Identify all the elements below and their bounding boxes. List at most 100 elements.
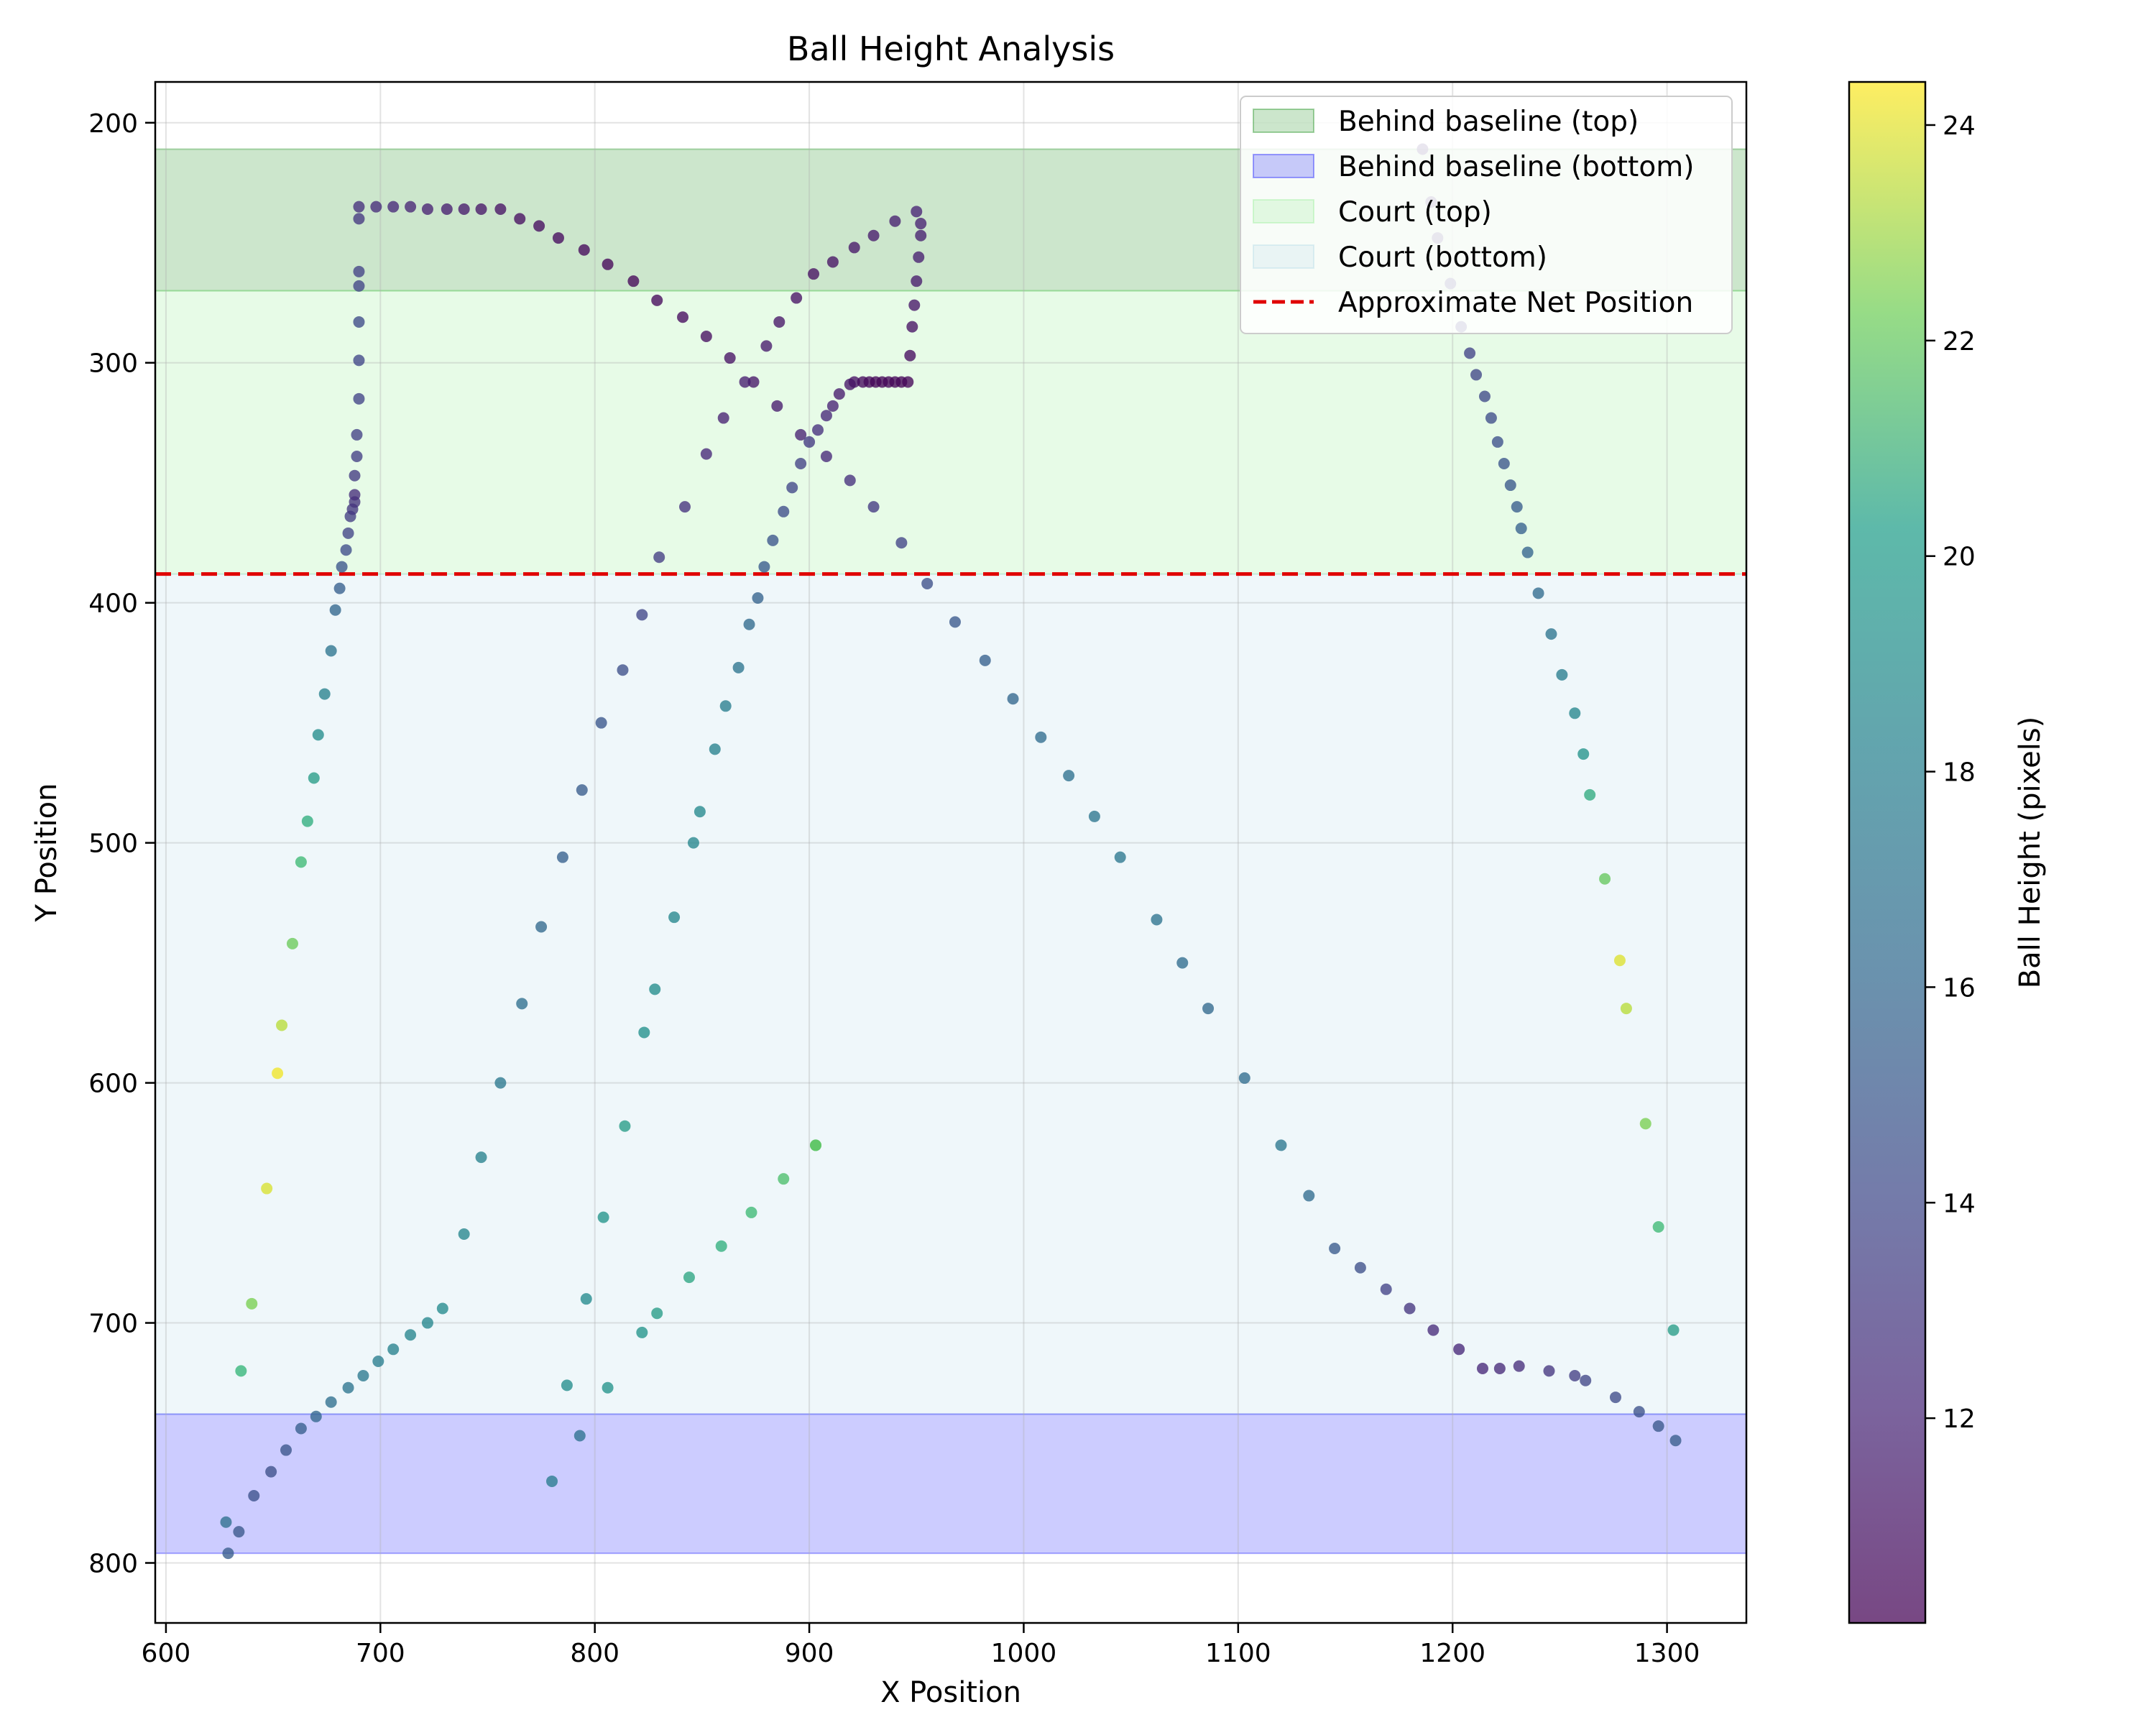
y-tick-label: 300 xyxy=(88,349,138,379)
ball-point xyxy=(272,1067,284,1080)
ball-point xyxy=(979,654,991,666)
ball-point xyxy=(1569,1370,1581,1382)
ball-point xyxy=(222,1547,234,1560)
legend-swatch xyxy=(1253,109,1314,133)
ball-point xyxy=(421,1317,433,1329)
ball-point xyxy=(1485,412,1497,424)
ball-point xyxy=(342,1381,354,1394)
x-tick-label: 1100 xyxy=(1205,1639,1271,1668)
ball-point xyxy=(709,743,721,755)
ball-point xyxy=(1329,1243,1341,1255)
ball-point xyxy=(808,268,820,280)
ball-point xyxy=(556,851,568,863)
ball-point xyxy=(295,856,307,868)
ball-point xyxy=(353,280,365,292)
ball-point xyxy=(747,376,760,388)
ball-point xyxy=(1202,1003,1215,1015)
ball-point xyxy=(911,275,923,288)
ball-point xyxy=(1584,788,1596,801)
ball-point xyxy=(1669,1435,1682,1447)
ball-point xyxy=(516,998,528,1010)
ball-point xyxy=(1493,1363,1506,1375)
legend-swatch xyxy=(1253,199,1314,224)
ball-point xyxy=(1545,628,1557,640)
ball-point xyxy=(1667,1324,1680,1336)
x-axis-label: X Position xyxy=(880,1676,1021,1709)
legend-label: Court (bottom) xyxy=(1338,242,1547,274)
ball-point xyxy=(1556,668,1568,681)
ball-point xyxy=(246,1297,258,1310)
ball-point xyxy=(638,1026,650,1039)
ball-point xyxy=(915,218,927,230)
ball-point xyxy=(353,213,365,225)
ball-point xyxy=(308,772,320,784)
region-court-bottom xyxy=(155,573,1746,1415)
ball-point xyxy=(668,911,681,924)
ball-point xyxy=(679,501,691,513)
ball-point xyxy=(475,1151,487,1164)
ball-point xyxy=(771,400,783,412)
ball-point xyxy=(342,527,354,539)
ball-point xyxy=(902,376,914,388)
ball-point xyxy=(357,1370,369,1382)
y-tick-label: 600 xyxy=(88,1070,138,1099)
ball-point xyxy=(1453,1343,1465,1356)
ball-point xyxy=(1580,1374,1592,1386)
ball-point xyxy=(280,1444,292,1456)
y-tick-label: 800 xyxy=(88,1550,138,1579)
ball-point xyxy=(1007,693,1019,705)
ball-point xyxy=(1609,1392,1621,1404)
ball-point xyxy=(619,1120,631,1132)
ball-point xyxy=(1427,1324,1439,1336)
ball-point xyxy=(719,700,732,712)
ball-point xyxy=(649,983,661,995)
ball-point xyxy=(295,1422,307,1435)
ball-point xyxy=(700,448,712,460)
ball-point xyxy=(724,352,736,364)
ball-point xyxy=(717,412,729,424)
legend-swatch xyxy=(1253,244,1314,269)
legend-label: Behind baseline (bottom) xyxy=(1338,151,1694,183)
ball-point xyxy=(353,392,365,405)
ball-point xyxy=(949,616,961,628)
colorbar-tick-label: 14 xyxy=(1943,1189,1976,1218)
ball-point xyxy=(921,577,934,589)
ball-point xyxy=(405,1329,417,1341)
ball-point xyxy=(561,1379,573,1392)
ball-point xyxy=(475,203,487,215)
ball-point xyxy=(340,544,352,556)
ball-point xyxy=(597,1211,609,1223)
plot-frame xyxy=(154,80,1748,1624)
ball-point xyxy=(353,201,365,213)
ball-point xyxy=(1532,587,1544,599)
ball-point xyxy=(795,457,807,469)
ball-point xyxy=(1404,1302,1416,1315)
colorbar-tick-label: 18 xyxy=(1943,758,1976,788)
ball-point xyxy=(767,534,779,546)
colorbar-tick-label: 22 xyxy=(1943,327,1976,356)
colorbar-ticks: 12 14 16 18 20 22 24 xyxy=(1925,111,1976,1434)
legend-items: Behind baseline (top) Behind baseline (bo… xyxy=(1253,106,1694,319)
ball-point xyxy=(694,806,706,818)
y-tick-label: 500 xyxy=(88,829,138,859)
ball-point xyxy=(370,201,382,213)
ball-point xyxy=(1063,770,1075,782)
ball-point xyxy=(351,428,363,441)
ball-point xyxy=(778,505,790,518)
ball-point xyxy=(301,815,313,827)
x-axis-ticks: 600 700 800 900 1000 1100 1200 1300 xyxy=(142,1623,1700,1668)
ball-point xyxy=(458,1228,470,1240)
ball-point xyxy=(760,340,773,352)
ball-point xyxy=(803,436,816,448)
ball-point xyxy=(1521,546,1534,558)
ball-point xyxy=(904,349,916,362)
ball-point xyxy=(687,837,699,849)
colorbar-label: Ball Height (pixels) xyxy=(2014,717,2047,989)
legend: Behind baseline (top) Behind baseline (bo… xyxy=(1240,96,1733,334)
ball-point xyxy=(848,242,860,254)
x-tick-label: 1200 xyxy=(1419,1639,1485,1668)
ball-point xyxy=(546,1475,558,1487)
ball-point xyxy=(844,474,856,487)
ball-point xyxy=(333,582,346,594)
y-tick-label: 700 xyxy=(88,1310,138,1339)
